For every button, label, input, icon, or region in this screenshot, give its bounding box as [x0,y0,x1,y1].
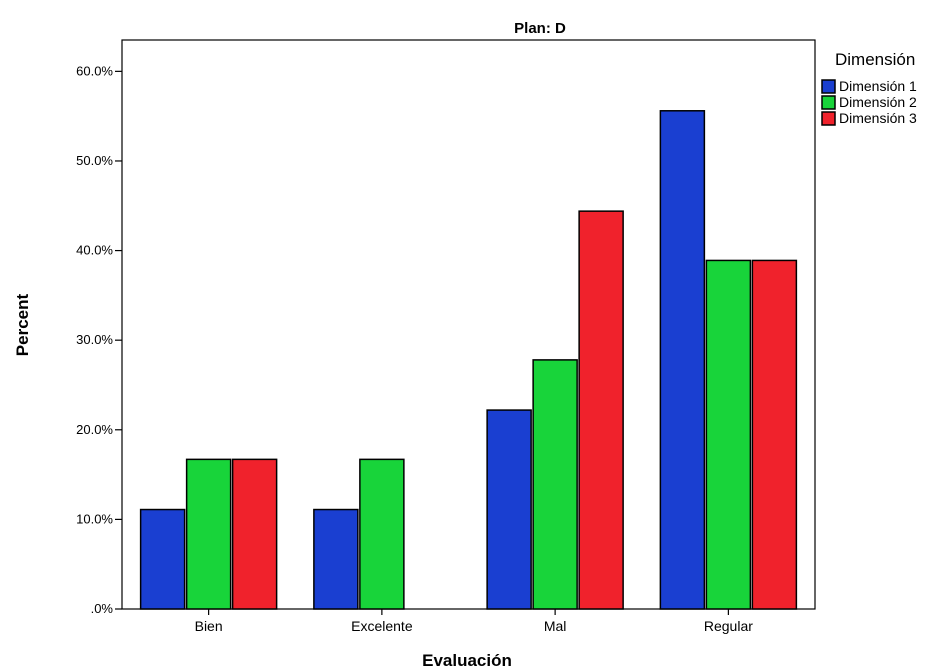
bar [139,508,186,610]
legend-label: Dimensión 1 [839,78,917,94]
legend-swatch [821,79,836,94]
x-axis-title: Evaluación [422,651,512,670]
y-tick-label: 60.0% [76,63,113,78]
bar [532,359,578,610]
bar [359,458,405,610]
y-axis-title: Percent [13,293,32,356]
bar [578,210,624,610]
bar [751,259,798,610]
x-tick-label: Mal [544,618,567,634]
bar [486,409,532,610]
legend-swatch [821,111,836,126]
x-tick-label: Excelente [351,618,413,634]
x-tick-label: Bien [195,618,223,634]
legend-label: Dimensión 2 [839,94,917,110]
y-tick-label: 30.0% [76,332,113,347]
bars [139,110,798,610]
bar [705,259,752,610]
y-tick-label: 20.0% [76,422,113,437]
x-tick-label: Regular [704,618,753,634]
bar [313,508,359,610]
legend-title: Dimensión [835,50,915,69]
bar [185,458,232,610]
bar [231,458,278,610]
legend-label: Dimensión 3 [839,110,917,126]
bar [659,110,706,610]
y-tick-label: 50.0% [76,153,113,168]
plot-frame [121,39,816,610]
chart-title: Plan: D [514,20,566,37]
y-axis: .0% 10.0% 20.0% 30.0% 40.0% 50.0% 60.0% [76,63,122,616]
y-tick-label: 10.0% [76,511,113,526]
y-tick-label: 40.0% [76,243,113,258]
x-axis: Bien Excelente Mal Regular [195,609,753,634]
y-tick-label: .0% [91,601,114,616]
legend-swatch [821,95,836,110]
